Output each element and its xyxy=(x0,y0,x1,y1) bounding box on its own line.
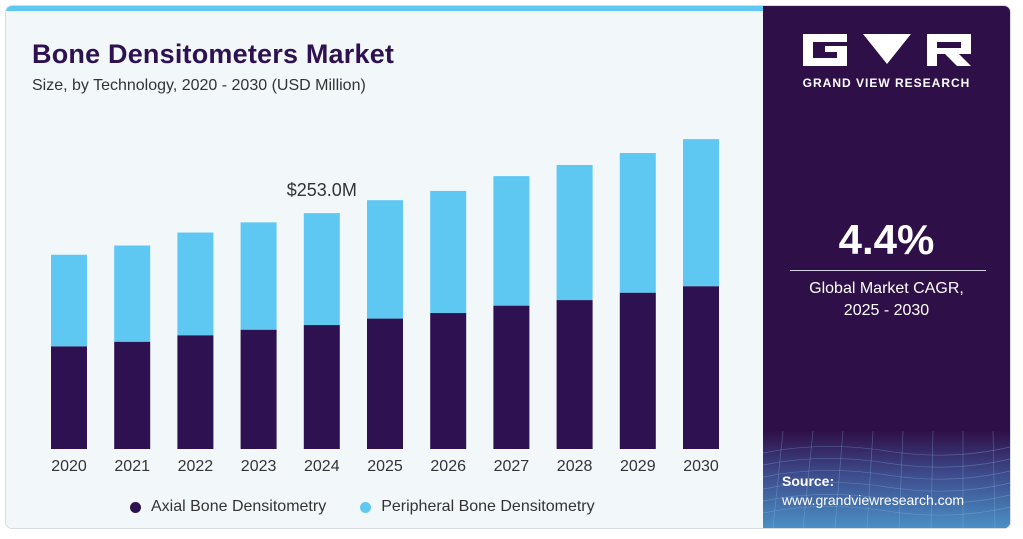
chart-title: Bone Densitometers Market xyxy=(32,39,395,69)
source-note: Source: www.grandviewresearch.com xyxy=(782,472,964,510)
bar-peripheral-2023 xyxy=(240,222,277,330)
gvr-logo-icon xyxy=(803,34,971,66)
x-tick-label: 2024 xyxy=(304,458,340,475)
legend-item-peripheral: Peripheral Bone Densitometry xyxy=(360,498,595,516)
x-tick-label: 2023 xyxy=(241,458,277,475)
bar-chart: 2020 2021 2022 2023 2024 2025 2026 2027 2028 2029… xyxy=(51,139,719,475)
bar-axial-2029 xyxy=(619,292,656,449)
x-tick-label: 2026 xyxy=(430,458,466,475)
legend-item-axial: Axial Bone Densitometry xyxy=(130,498,326,516)
bar-axial-2025 xyxy=(367,318,403,449)
brand-name: GRAND VIEW RESEARCH xyxy=(802,76,971,90)
chart-legend: Axial Bone Densitometry Peripheral Bone … xyxy=(130,498,629,516)
x-tick-label: 2025 xyxy=(367,458,403,475)
legend-swatch-peripheral xyxy=(360,501,372,513)
bar-axial-2021 xyxy=(114,341,151,449)
source-title: Source: xyxy=(782,473,835,489)
bar-peripheral-2026 xyxy=(430,190,467,314)
chart-subtitle: Size, by Technology, 2020 - 2030 (USD Mi… xyxy=(32,77,366,94)
x-tick-label: 2021 xyxy=(114,458,150,475)
bar-axial-2030 xyxy=(683,286,719,449)
bar-peripheral-2022 xyxy=(177,232,214,336)
accent-strip xyxy=(6,6,763,11)
bar-axial-2028 xyxy=(556,300,593,449)
x-tick-label: 2028 xyxy=(557,458,593,475)
bar-axial-2020 xyxy=(51,346,87,449)
legend-label-axial: Axial Bone Densitometry xyxy=(151,498,327,515)
x-tick-label: 2022 xyxy=(178,458,214,475)
bar-axial-2027 xyxy=(493,305,530,449)
bar-axial-2026 xyxy=(430,313,467,449)
chart-card: Bone Densitometers Market Size, by Techn… xyxy=(6,6,1010,528)
bar-peripheral-2030 xyxy=(683,139,719,287)
cagr-value: 4.4% xyxy=(838,216,935,263)
cagr-label-line2: 2025 - 2030 xyxy=(843,302,930,319)
cagr-label: Global Market CAGR, 2025 - 2030 xyxy=(763,278,1010,322)
bar-peripheral-2021 xyxy=(114,245,151,342)
bar-axial-2022 xyxy=(177,335,214,449)
bar-peripheral-2028 xyxy=(556,165,593,301)
cagr-divider xyxy=(790,270,986,271)
legend-swatch-axial xyxy=(130,501,141,513)
bar-peripheral-2020 xyxy=(51,254,87,347)
brand-logo xyxy=(763,32,1010,73)
bar-value-annotation: $253.0M xyxy=(287,180,357,200)
bar-axial-2023 xyxy=(240,329,277,449)
bar-peripheral-2025 xyxy=(367,200,403,319)
chart-panel: Bone Densitometers Market Size, by Techn… xyxy=(6,11,763,528)
source-url: www.grandviewresearch.com xyxy=(782,492,965,508)
x-tick-label: 2029 xyxy=(620,458,656,475)
bar-axial-2024 xyxy=(303,325,340,449)
x-tick-label: 2030 xyxy=(683,458,719,475)
legend-label-peripheral: Peripheral Bone Densitometry xyxy=(381,498,595,515)
x-tick-label: 2020 xyxy=(51,458,87,475)
x-tick-label: 2027 xyxy=(494,458,530,475)
decorative-grid-pattern xyxy=(763,431,1010,528)
bar-peripheral-2027 xyxy=(493,176,530,306)
info-sidebar: GRAND VIEW RESEARCH 4.4% Global Market C… xyxy=(763,6,1010,528)
bar-peripheral-2024 xyxy=(303,213,340,326)
bar-peripheral-2029 xyxy=(619,153,656,293)
cagr-label-line1: Global Market CAGR, xyxy=(809,280,964,297)
